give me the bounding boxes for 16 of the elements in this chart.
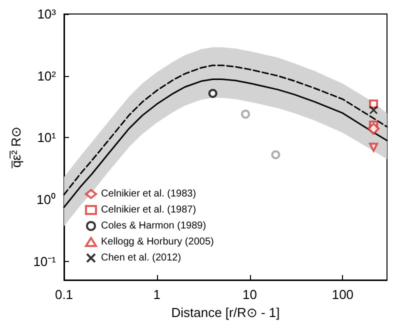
x-tick-label: 0.1 <box>54 287 74 302</box>
x-tick-label: 1 <box>153 287 161 302</box>
legend-label: Celnikier et al. (1987) <box>101 204 196 216</box>
legend-label: Kellogg & Horbury (2005) <box>101 236 214 248</box>
y-tick-label: 10² <box>37 68 57 84</box>
y-tick-label: 10³ <box>37 6 57 22</box>
y-tick-label: 10¹ <box>37 130 57 146</box>
legend-label: Chen et al. (2012) <box>101 252 182 264</box>
x-tick-label: 100 <box>332 287 354 302</box>
legend-label: Coles & Harmon (1989) <box>101 220 206 232</box>
y-axis-title: q̅ε̅² R⊙ <box>8 126 24 169</box>
y-tick-label: 10⁻¹ <box>33 254 57 269</box>
legend-label: Celnikier et al. (1983) <box>101 188 196 200</box>
x-axis-title: Distance [r/R⊙ - 1] <box>171 304 280 320</box>
x-tick-label: 10 <box>242 287 258 302</box>
y-tick-label: 10⁰ <box>36 192 56 208</box>
